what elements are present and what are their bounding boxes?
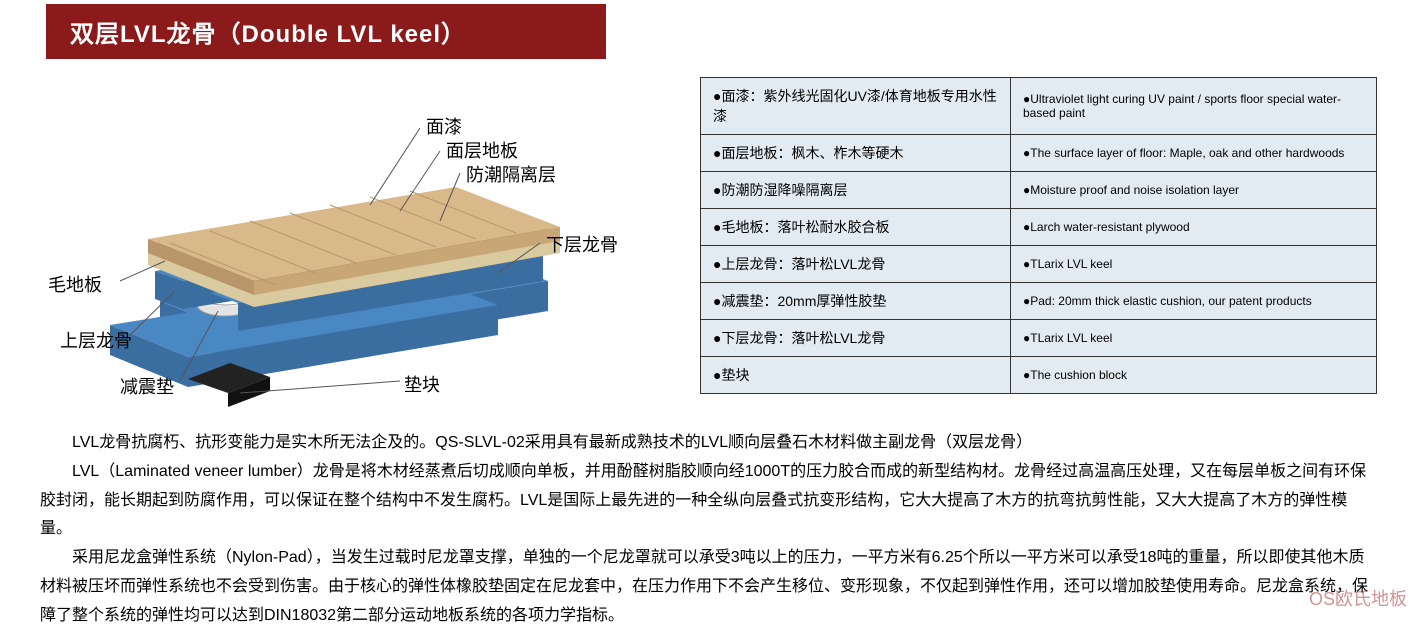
spec-zh: ●毛地板：落叶松耐水胶合板: [701, 209, 1011, 246]
table-row: ●减震垫：20mm厚弹性胶垫●Pad: 20mm thick elastic c…: [701, 283, 1377, 320]
spec-en: ●TLarix LVL keel: [1011, 246, 1377, 283]
paragraph-3: 采用尼龙盒弹性系统（Nylon-Pad），当发生过载时尼龙罩支撑，单独的一个尼龙…: [40, 544, 1377, 630]
callout-lower-keel: 下层龙骨: [546, 231, 618, 257]
spec-en: ●Moisture proof and noise isolation laye…: [1011, 172, 1377, 209]
table-row: ●上层龙骨：落叶松LVL龙骨●TLarix LVL keel: [701, 246, 1377, 283]
table-row: ●面层地板：枫木、柞木等硬木●The surface layer of floo…: [701, 135, 1377, 172]
spec-zh: ●防潮防湿降噪隔离层: [701, 172, 1011, 209]
spec-zh: ●上层龙骨：落叶松LVL龙骨: [701, 246, 1011, 283]
spec-zh: ●面层地板：枫木、柞木等硬木: [701, 135, 1011, 172]
floor-structure-diagram: 面漆 面层地板 防潮隔离层 下层龙骨 毛地板 上层龙骨 减震垫 垫块: [40, 73, 670, 413]
spec-en: ●The cushion block: [1011, 357, 1377, 394]
table-row: ●面漆：紫外线光固化UV漆/体育地板专用水性漆●Ultraviolet ligh…: [701, 78, 1377, 135]
spec-en: ●Ultraviolet light curing UV paint / spo…: [1011, 78, 1377, 135]
spec-zh: ●面漆：紫外线光固化UV漆/体育地板专用水性漆: [701, 78, 1011, 135]
spec-en: ●TLarix LVL keel: [1011, 320, 1377, 357]
spec-en: ●Pad: 20mm thick elastic cushion, our pa…: [1011, 283, 1377, 320]
spec-zh: ●减震垫：20mm厚弹性胶垫: [701, 283, 1011, 320]
spec-en: ●The surface layer of floor: Maple, oak …: [1011, 135, 1377, 172]
callout-isolation: 防潮隔离层: [466, 161, 556, 187]
table-row: ●毛地板：落叶松耐水胶合板●Larch water-resistant plyw…: [701, 209, 1377, 246]
paragraph-1: LVL龙骨抗腐朽、抗形变能力是实木所无法企及的。QS-SLVL-02采用具有最新…: [40, 429, 1377, 458]
watermark: OS欧氏地板: [1309, 585, 1407, 611]
content-row: 面漆 面层地板 防潮隔离层 下层龙骨 毛地板 上层龙骨 减震垫 垫块 ●面漆：紫…: [40, 73, 1377, 413]
callout-top-paint: 面漆: [426, 113, 462, 139]
callout-rough-board: 毛地板: [48, 271, 102, 297]
spec-zh: ●垫块: [701, 357, 1011, 394]
page-title: 双层LVL龙骨（Double LVL keel）: [46, 4, 606, 59]
callout-surface-floor: 面层地板: [446, 137, 518, 163]
paragraph-2: LVL（Laminated veneer lumber）龙骨是将木材经蒸煮后切成…: [40, 458, 1377, 544]
callout-shock-pad: 减震垫: [120, 373, 174, 399]
spec-table: ●面漆：紫外线光固化UV漆/体育地板专用水性漆●Ultraviolet ligh…: [700, 77, 1377, 394]
table-row: ●下层龙骨：落叶松LVL龙骨●TLarix LVL keel: [701, 320, 1377, 357]
table-row: ●垫块●The cushion block: [701, 357, 1377, 394]
table-row: ●防潮防湿降噪隔离层●Moisture proof and noise isol…: [701, 172, 1377, 209]
spec-zh: ●下层龙骨：落叶松LVL龙骨: [701, 320, 1011, 357]
spec-en: ●Larch water-resistant plywood: [1011, 209, 1377, 246]
callout-cushion-block: 垫块: [404, 371, 440, 397]
callout-upper-keel: 上层龙骨: [60, 327, 132, 353]
